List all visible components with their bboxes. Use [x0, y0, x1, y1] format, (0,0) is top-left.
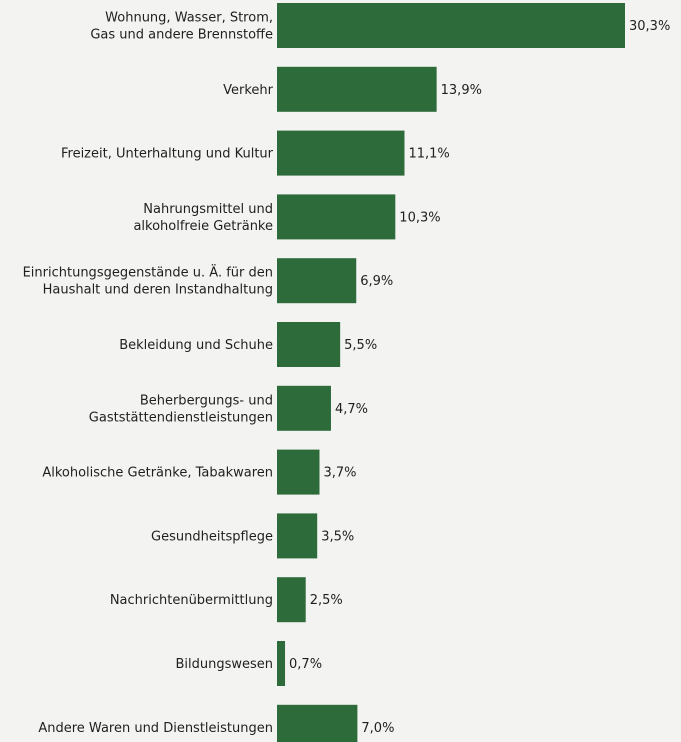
bar-11 [277, 704, 358, 742]
value-label-11: 7,0% [361, 721, 394, 736]
value-label-7: 3,7% [323, 466, 356, 481]
category-label-10: Bildungswesen [175, 657, 273, 672]
bar-0 [277, 3, 625, 48]
value-label-5: 5,5% [344, 338, 377, 353]
bar-10 [277, 641, 286, 686]
category-label-4: Einrichtungsgegenstände u. Ä. für den Hau… [23, 265, 273, 298]
value-label-1: 13,9% [441, 83, 482, 98]
value-label-4: 6,9% [360, 274, 393, 289]
bars-group: Wohnung, Wasser, Strom, Gas und andere Br… [23, 3, 670, 742]
category-label-2: Freizeit, Unterhaltung und Kultur [61, 147, 274, 162]
value-label-10: 0,7% [289, 657, 322, 672]
category-label-9: Nachrichtenübermittlung [110, 593, 273, 608]
value-label-3: 10,3% [399, 210, 440, 225]
value-label-8: 3,5% [321, 529, 354, 544]
bar-2 [277, 130, 405, 176]
bar-8 [277, 513, 318, 559]
category-label-11: Andere Waren und Dienstleistungen [38, 721, 273, 736]
category-label-0: Wohnung, Wasser, Strom, Gas und andere Br… [90, 11, 273, 43]
value-label-9: 2,5% [310, 593, 343, 608]
category-label-6: Beherbergungs- und Gaststättendienstleist… [89, 393, 273, 425]
category-label-3: Nahrungsmittel und alkoholfreie Getränke [133, 202, 273, 234]
bar-7 [277, 449, 320, 495]
value-label-2: 11,1% [408, 147, 449, 162]
bar-4 [277, 258, 357, 304]
category-label-8: Gesundheitspflege [151, 529, 273, 544]
category-label-1: Verkehr [223, 83, 274, 98]
bar-1 [277, 66, 437, 112]
value-label-6: 4,7% [335, 402, 368, 417]
bar-5 [277, 322, 341, 367]
bar-3 [277, 194, 396, 240]
bar-9 [277, 577, 306, 623]
category-label-7: Alkoholische Getränke, Tabakwaren [42, 466, 273, 481]
value-label-0: 30,3% [629, 19, 670, 34]
bar-6 [277, 385, 331, 431]
category-label-5: Bekleidung und Schuhe [119, 338, 273, 353]
